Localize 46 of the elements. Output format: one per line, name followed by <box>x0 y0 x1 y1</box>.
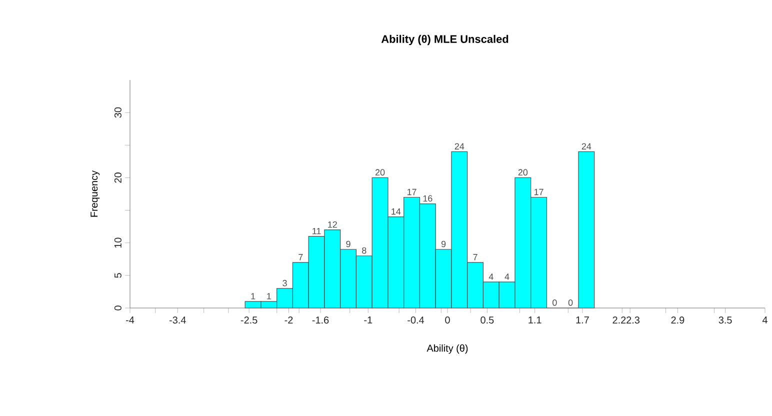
x-axis-title: Ability (θ) <box>426 344 468 354</box>
x-tick-label: 0 <box>445 316 450 324</box>
y-tick-label: 0 <box>114 306 122 310</box>
data-label: 9 <box>346 240 350 248</box>
data-label: 14 <box>392 208 401 215</box>
data-label: 1 <box>251 293 256 300</box>
data-label: 11 <box>312 228 321 234</box>
chart-title: Ability (θ) MLE Unscaled <box>381 34 508 46</box>
data-label: 17 <box>407 188 416 196</box>
x-tick-label: 2.9 <box>671 316 684 324</box>
y-tick-label: 30 <box>114 107 122 118</box>
x-tick-label: 2.3 <box>626 316 640 324</box>
data-label: 1 <box>267 293 271 300</box>
x-tick-label: -2 <box>284 316 293 324</box>
data-label: 24 <box>582 143 592 150</box>
x-tick-label: -0.4 <box>408 316 424 324</box>
data-label: 7 <box>298 254 303 260</box>
x-tick-label: -3.4 <box>169 316 186 324</box>
data-label: 9 <box>441 240 446 248</box>
x-tick-label: 1.7 <box>576 316 589 324</box>
data-label: 20 <box>518 169 528 176</box>
x-tick-label: -1.6 <box>312 316 329 324</box>
y-tick-label: 5 <box>114 273 122 278</box>
data-label: 4 <box>488 274 494 280</box>
data-label: 8 <box>362 247 366 254</box>
data-label: 16 <box>423 195 432 202</box>
data-label: 3 <box>282 280 287 286</box>
x-tick-label: 2.2 <box>612 316 626 324</box>
data-label: 20 <box>376 169 385 176</box>
x-tick-label: 0.5 <box>480 316 494 324</box>
data-label: 4 <box>504 274 510 280</box>
x-tick-label: -2.5 <box>240 316 258 324</box>
y-tick-label: 20 <box>114 172 122 183</box>
x-tick-label: 1.1 <box>528 316 542 324</box>
y-axis-title: Frequency <box>90 170 100 217</box>
x-tick-label: 4 <box>762 316 768 324</box>
data-label: 7 <box>473 254 478 260</box>
data-label: 24 <box>454 143 464 150</box>
data-label: 17 <box>534 188 544 196</box>
data-label: 0 <box>568 299 573 306</box>
x-tick-label: -1 <box>364 316 372 324</box>
y-tick-label: 10 <box>114 238 122 248</box>
x-tick-label: -4 <box>126 316 134 324</box>
data-label: 12 <box>328 221 337 228</box>
x-tick-label: 3.5 <box>718 316 732 324</box>
data-label: 0 <box>552 299 557 306</box>
